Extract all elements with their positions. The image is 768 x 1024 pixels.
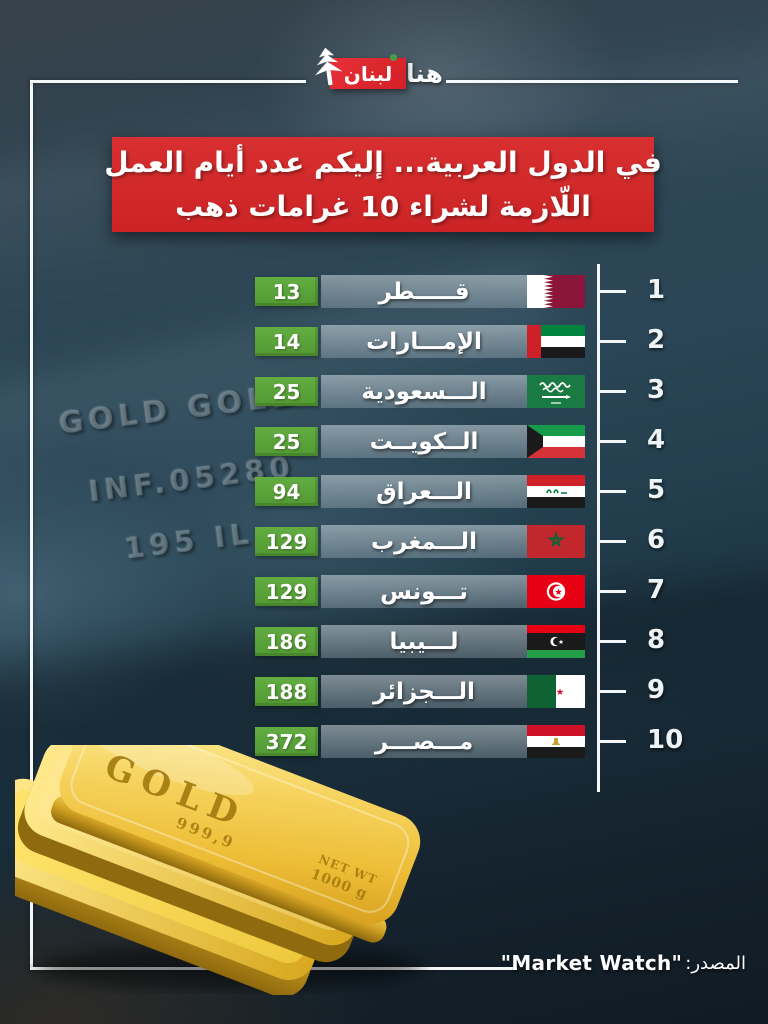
title-line-1: في الدول العربية... إليكم عدد أيام العمل: [104, 145, 662, 179]
ranking-row-saudi-arabia: 25 الـــسعودية 3: [255, 375, 685, 408]
rank-tick: [597, 590, 626, 593]
flag-kuwait-icon: [527, 425, 585, 458]
country-bar: الــكويــت: [321, 425, 585, 458]
rank-tick: [597, 490, 626, 493]
rank-number: 4: [647, 425, 666, 455]
source-label: المصدر:: [685, 952, 746, 974]
country-bar: لـــيبيا: [321, 625, 585, 658]
country-bar: الـــعراق: [321, 475, 585, 508]
brand-huna-text: هنا: [406, 59, 443, 88]
rank-number: 7: [647, 575, 666, 605]
rank-tick: [597, 640, 626, 643]
ranking-row-tunisia: 129 تـــونس 7: [255, 575, 685, 608]
days-value-badge: 372: [255, 727, 318, 756]
country-name: الإمـــارات: [366, 328, 482, 355]
flag-qatar-icon: [527, 275, 585, 308]
flag-uae-icon: [527, 325, 585, 358]
days-value-badge: 25: [255, 377, 318, 406]
source-value: "Market Watch": [500, 951, 683, 975]
ranking-list: 13 قـــــطر 1 14 الإمـــارات: [255, 275, 685, 775]
rank-tick: [597, 740, 626, 743]
ranking-row-uae: 14 الإمـــارات 2: [255, 325, 685, 358]
logo-green-dot: [390, 54, 397, 61]
days-value-badge: 129: [255, 577, 318, 606]
days-value-badge: 186: [255, 627, 318, 656]
country-name: الـــسعودية: [361, 378, 487, 405]
flag-libya-icon: [527, 625, 585, 658]
rank-number: 1: [647, 275, 666, 305]
rank-tick: [597, 290, 626, 293]
days-value-badge: 25: [255, 427, 318, 456]
source-credit: "Market Watch" المصدر:: [501, 951, 746, 975]
days-value-badge: 13: [255, 277, 318, 306]
country-name: تـــونس: [380, 578, 468, 605]
flag-saudi-arabia-icon: [527, 375, 585, 408]
ranking-row-egypt: 372 مـــصـــر 10: [255, 725, 685, 758]
flag-tunisia-icon: [527, 575, 585, 608]
flag-algeria-icon: [527, 675, 585, 708]
title-banner: في الدول العربية... إليكم عدد أيام العمل…: [104, 137, 662, 232]
rank-number: 5: [647, 475, 666, 505]
country-bar: قـــــطر: [321, 275, 585, 308]
rank-tick: [597, 340, 626, 343]
brand-logo: لبنان هنا: [312, 47, 443, 89]
days-value-badge: 14: [255, 327, 318, 356]
rank-number: 9: [647, 675, 666, 705]
country-name: مـــصـــر: [374, 728, 474, 755]
rank-number: 6: [647, 525, 666, 555]
country-bar: الـــجزائر: [321, 675, 585, 708]
rank-tick: [597, 540, 626, 543]
country-name: الـــمغرب: [371, 528, 477, 555]
rank-tick: [597, 440, 626, 443]
frame-border-top-left-segment: [30, 80, 306, 83]
rank-tick: [597, 390, 626, 393]
days-value-badge: 94: [255, 477, 318, 506]
ranking-row-libya: 186 لـــيبيا 8: [255, 625, 685, 658]
brand-lubnan-text: لبنان: [343, 61, 393, 86]
frame-border-left: [30, 80, 33, 970]
ranking-row-kuwait: 25 الــكويــت 4: [255, 425, 685, 458]
rank-number: 2: [647, 325, 666, 355]
gold-bars-image: GOLD 999,9 NET WT 1000 g: [15, 745, 425, 995]
country-name: لـــيبيا: [389, 628, 459, 655]
country-bar: الـــسعودية: [321, 375, 585, 408]
country-bar: تـــونس: [321, 575, 585, 608]
ranking-row-algeria: 188 الـــجزائر 9: [255, 675, 685, 708]
rank-number: 3: [647, 375, 666, 405]
flag-egypt-icon: [527, 725, 585, 758]
ranking-row-qatar: 13 قـــــطر 1: [255, 275, 685, 308]
brand-logo-red-box: لبنان: [315, 47, 406, 89]
cedar-tree-icon: [315, 47, 342, 86]
rank-number: 8: [647, 625, 666, 655]
flag-iraq-icon: [527, 475, 585, 508]
days-value-badge: 129: [255, 527, 318, 556]
rank-number: 10: [647, 725, 684, 755]
title-line-2: اللّازمة لشراء 10 غرامات ذهب: [175, 189, 591, 223]
days-value-badge: 188: [255, 677, 318, 706]
ranking-row-morocco: 129 الـــمغرب 6: [255, 525, 685, 558]
rank-tick: [597, 690, 626, 693]
flag-morocco-icon: [527, 525, 585, 558]
country-name: قـــــطر: [378, 278, 470, 305]
country-name: الــكويــت: [369, 428, 479, 455]
ranking-row-iraq: 94 الـــعراق 5: [255, 475, 685, 508]
country-bar: الإمـــارات: [321, 325, 585, 358]
country-name: الـــعراق: [376, 478, 472, 505]
country-bar: الـــمغرب: [321, 525, 585, 558]
country-name: الـــجزائر: [373, 678, 475, 705]
country-bar: مـــصـــر: [321, 725, 585, 758]
frame-border-top-right-segment: [446, 80, 738, 83]
rank-axis-line: [597, 264, 600, 792]
